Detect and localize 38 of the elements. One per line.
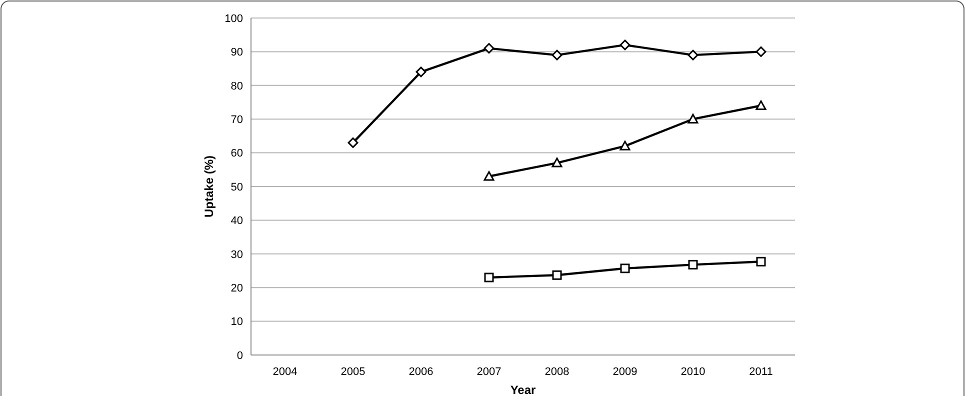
y-tick-label: 90: [230, 46, 243, 59]
point: [552, 50, 562, 60]
x-tick-label: 2009: [612, 366, 638, 378]
x-tick-label: 2005: [340, 366, 366, 378]
point: [552, 158, 562, 168]
y-tick-label: 30: [230, 248, 243, 261]
x-tick-label: 2007: [476, 366, 502, 378]
point: [688, 50, 698, 60]
point: [484, 272, 494, 282]
point: [484, 171, 494, 181]
x-axis-title: Year: [510, 383, 536, 396]
point: [416, 66, 426, 78]
y-tick-label: 70: [230, 114, 243, 126]
x-tick-label: 2008: [544, 366, 570, 378]
point: [484, 43, 494, 54]
point: [620, 264, 630, 274]
y-tick-label: 0: [236, 350, 243, 362]
y-tick-label: 40: [230, 215, 243, 228]
y-tick-label: 10: [230, 316, 243, 328]
point: [620, 40, 630, 50]
point: [688, 114, 698, 124]
x-tick-label: 2011: [749, 366, 773, 378]
point: [756, 46, 766, 57]
point: [756, 100, 766, 110]
point: [620, 140, 630, 150]
y-tick-label: 80: [230, 80, 243, 92]
y-axis-title: Uptake (%): [202, 155, 216, 218]
y-tick-label: 60: [230, 148, 243, 160]
x-tick-label: 2004: [272, 366, 298, 378]
point: [756, 256, 766, 266]
y-tick-label: 20: [230, 282, 243, 294]
point: [348, 137, 358, 148]
y-tick-label: 50: [230, 181, 243, 194]
y-tick-label: 100: [224, 12, 243, 25]
x-tick-label: 2010: [680, 366, 706, 378]
point: [552, 270, 562, 280]
x-tick-label: 2006: [408, 366, 434, 378]
point: [688, 260, 698, 270]
